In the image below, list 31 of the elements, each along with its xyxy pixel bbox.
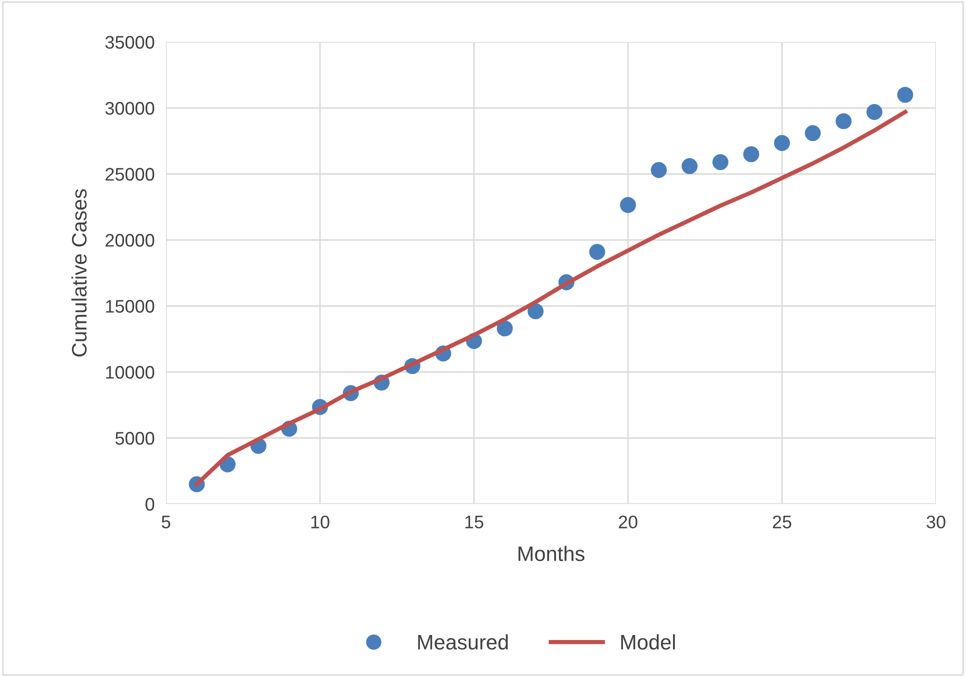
point — [682, 158, 698, 174]
x-axis-title: Months — [518, 546, 584, 562]
point — [836, 113, 852, 130]
x-tick-label: 10 — [311, 516, 330, 528]
y-tick-label: 25000 — [106, 168, 154, 181]
legend-label: Model — [621, 634, 675, 650]
y-tick-label: 5000 — [115, 432, 154, 445]
y-tick-label: 20000 — [106, 234, 154, 247]
x-tick-label: 15 — [465, 516, 484, 528]
y-tick-label: 10000 — [106, 366, 154, 379]
y-tick-label: 15000 — [106, 300, 154, 313]
point — [496, 320, 513, 336]
point — [620, 197, 636, 213]
x-tick-label: 25 — [772, 516, 792, 528]
point — [866, 104, 882, 120]
point — [804, 125, 821, 142]
y-tick-label: 30000 — [105, 102, 154, 115]
point — [743, 146, 760, 162]
point — [774, 135, 790, 151]
point — [897, 86, 914, 103]
point — [650, 162, 667, 178]
point — [589, 244, 606, 260]
y-tick-label: 35000 — [105, 36, 154, 49]
y-axis-title: Cumulative Cases — [71, 189, 87, 356]
x-tick-label: 5 — [162, 516, 170, 528]
x-tick-label: 30 — [926, 516, 946, 528]
point — [528, 303, 544, 320]
x-tick-label: 20 — [618, 516, 638, 528]
y-tick-label: 0 — [146, 498, 154, 511]
point — [712, 154, 728, 170]
legend-label: Measured — [418, 634, 508, 650]
